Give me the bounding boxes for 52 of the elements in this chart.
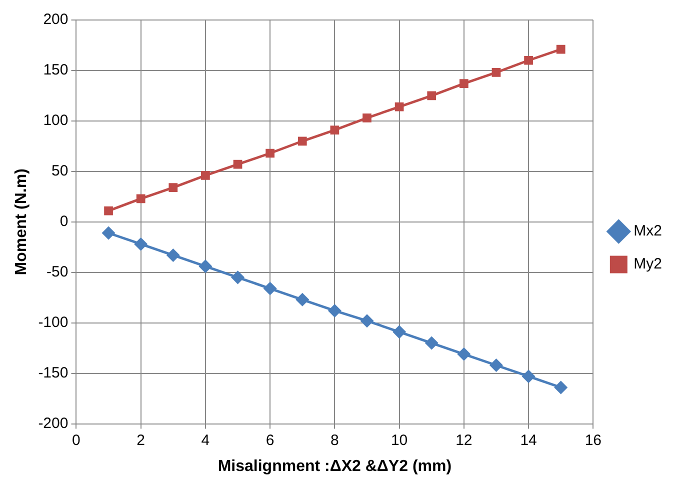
- legend-label: My2: [634, 256, 662, 273]
- x-tick-label: 16: [584, 432, 602, 449]
- x-tick-label: 8: [330, 432, 339, 449]
- y-tick-label: 150: [43, 62, 68, 79]
- point: [199, 260, 212, 273]
- y-tick-label: -50: [46, 264, 68, 281]
- point: [427, 91, 436, 100]
- point: [168, 183, 178, 192]
- point: [522, 370, 535, 383]
- point: [104, 206, 113, 216]
- y-tick-label: -200: [38, 414, 68, 432]
- x-tick-label: 10: [390, 432, 408, 449]
- point: [362, 113, 372, 122]
- legend-label: Mx2: [634, 222, 662, 240]
- point: [458, 348, 470, 360]
- point: [554, 381, 568, 394]
- x-tick-label: 12: [456, 432, 472, 449]
- y-tick-label: 0: [60, 213, 68, 230]
- point: [136, 194, 146, 204]
- point: [296, 293, 309, 306]
- point: [425, 336, 438, 350]
- point: [201, 171, 210, 180]
- point: [556, 44, 566, 54]
- point: [360, 314, 374, 328]
- point: [233, 160, 242, 169]
- x-tick-label: 4: [201, 432, 210, 449]
- x-tick-label: 14: [520, 432, 537, 449]
- point: [266, 148, 275, 158]
- point: [298, 136, 307, 146]
- x-tick-label: 2: [136, 432, 146, 449]
- point: [490, 359, 502, 372]
- y-tick-label: 200: [43, 11, 68, 28]
- point: [328, 304, 341, 317]
- y-tick-label: -150: [38, 364, 68, 382]
- point: [102, 226, 115, 240]
- point: [394, 102, 404, 112]
- x-tick-label: 0: [72, 432, 80, 449]
- y-tick-label: 100: [43, 112, 68, 130]
- point: [524, 56, 533, 65]
- point: [492, 68, 501, 77]
- point: [134, 238, 148, 250]
- point: [166, 248, 180, 262]
- point: [393, 326, 406, 338]
- y-tick-label: -100: [38, 314, 68, 331]
- point: [232, 271, 244, 284]
- point: [459, 79, 468, 88]
- x-axis-title: Misalignment :ΔX2 &ΔY2 (mm): [218, 458, 452, 475]
- point: [264, 282, 276, 295]
- y-axis-title: Moment (N.m): [13, 168, 30, 276]
- point: [330, 126, 340, 134]
- x-tick-label: 6: [266, 432, 274, 449]
- y-tick-label: 50: [52, 162, 68, 180]
